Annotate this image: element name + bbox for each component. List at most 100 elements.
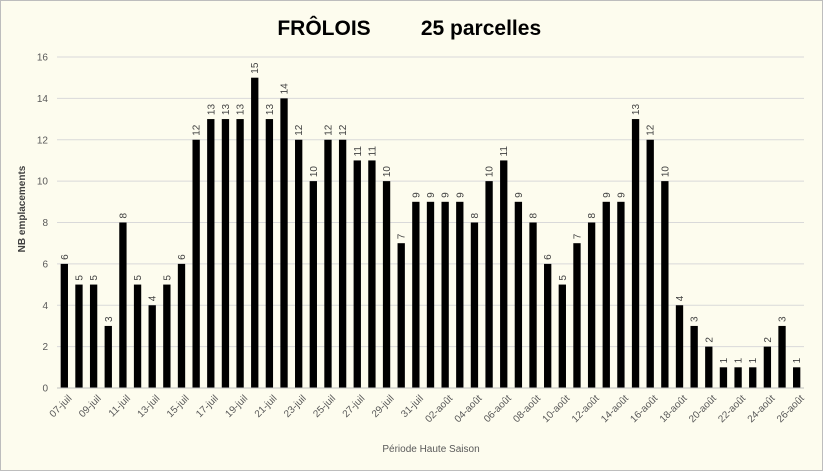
x-axis-label: Période Haute Saison xyxy=(382,444,479,455)
bar xyxy=(587,222,596,388)
data-label: 5 xyxy=(89,275,100,281)
y-tick-label: 14 xyxy=(37,94,49,105)
bar xyxy=(441,201,449,388)
data-label: 6 xyxy=(543,254,554,260)
bar xyxy=(470,222,479,388)
data-label: 9 xyxy=(441,192,452,198)
data-label: 1 xyxy=(792,357,803,363)
y-tick-label: 6 xyxy=(42,259,48,270)
bar xyxy=(119,222,127,388)
bar xyxy=(675,305,684,388)
x-tick-label: 07-juil xyxy=(48,393,75,420)
bar xyxy=(690,325,698,388)
data-label: 14 xyxy=(280,83,291,95)
x-tick-label: 24-août xyxy=(746,393,778,425)
y-tick-label: 4 xyxy=(42,301,48,312)
x-tick-label: 16-août xyxy=(629,393,661,425)
data-label: 13 xyxy=(631,104,642,116)
data-label: 9 xyxy=(426,192,437,198)
x-tick-label: 27-juil xyxy=(341,393,368,420)
bar xyxy=(280,98,288,388)
y-tick-label: 12 xyxy=(37,135,49,146)
x-tick-label: 06-août xyxy=(482,393,514,425)
bar xyxy=(60,263,68,388)
data-label: 11 xyxy=(367,146,378,157)
data-label: 1 xyxy=(734,357,745,363)
data-label: 6 xyxy=(177,254,188,260)
bar xyxy=(485,181,493,388)
bar xyxy=(558,284,566,388)
x-tick-label: 23-juil xyxy=(282,393,309,420)
bar xyxy=(500,160,508,388)
bar xyxy=(207,119,215,388)
data-label: 1 xyxy=(719,357,730,363)
data-label: 3 xyxy=(104,316,115,322)
x-tick-label: 13-juil xyxy=(136,393,163,420)
y-axis-ticks: 0 2 4 6 8 10 12 14 16 xyxy=(37,53,49,395)
chart-subtitle: 25 parcelles xyxy=(421,17,541,40)
bar xyxy=(353,160,361,388)
data-label: 9 xyxy=(455,192,466,198)
bar xyxy=(617,201,625,388)
data-label: 8 xyxy=(529,213,540,219)
bar xyxy=(89,284,98,388)
x-tick-label: 25-juil xyxy=(311,393,338,420)
data-label: 10 xyxy=(660,166,671,178)
x-tick-label: 26-août xyxy=(775,393,807,425)
bar xyxy=(397,243,405,388)
x-tick-label: 17-juil xyxy=(194,393,221,420)
bar xyxy=(573,243,581,388)
data-label: 2 xyxy=(763,337,774,343)
bar xyxy=(309,181,317,388)
y-tick-label: 0 xyxy=(42,384,48,395)
bar xyxy=(382,181,391,388)
x-tick-label: 21-juil xyxy=(253,393,280,420)
data-label: 9 xyxy=(602,192,613,198)
x-tick-label: 09-juil xyxy=(77,393,104,420)
data-label: 13 xyxy=(236,104,247,116)
data-label: 2 xyxy=(704,337,715,343)
bar xyxy=(368,160,376,388)
data-label: 10 xyxy=(309,166,320,178)
y-tick-label: 2 xyxy=(42,342,48,353)
bar xyxy=(236,119,244,388)
data-label: 8 xyxy=(470,213,481,219)
data-label: 3 xyxy=(690,316,701,322)
data-label: 12 xyxy=(323,124,334,136)
x-tick-label: 19-juil xyxy=(224,393,251,420)
x-tick-label: 02-août xyxy=(423,393,455,425)
bar xyxy=(631,119,640,388)
chart-title: FRÔLOIS xyxy=(277,16,370,40)
data-label: 10 xyxy=(382,166,393,178)
x-tick-label: 20-août xyxy=(687,393,719,425)
data-label: 12 xyxy=(646,124,657,136)
data-label: 6 xyxy=(60,254,71,260)
data-label: 13 xyxy=(265,104,276,116)
data-label: 5 xyxy=(133,275,144,281)
bar xyxy=(338,139,347,388)
data-label: 8 xyxy=(587,213,598,219)
bar xyxy=(778,325,786,388)
bar xyxy=(148,305,156,388)
bar xyxy=(412,201,420,388)
bar xyxy=(734,367,742,388)
bar xyxy=(426,201,435,388)
x-tick-label: 18-août xyxy=(658,393,690,425)
data-label: 7 xyxy=(572,233,583,239)
bar xyxy=(265,119,274,388)
bar xyxy=(514,201,523,388)
y-tick-label: 10 xyxy=(37,177,49,188)
y-tick-label: 16 xyxy=(37,53,49,64)
bar xyxy=(705,346,713,388)
x-tick-label: 08-août xyxy=(511,393,543,425)
data-label: 9 xyxy=(514,192,525,198)
bar xyxy=(456,201,464,388)
bar xyxy=(251,77,259,388)
data-label: 8 xyxy=(118,213,129,219)
bar xyxy=(544,263,552,388)
bar xyxy=(221,119,230,388)
bar xyxy=(749,367,757,388)
bar xyxy=(793,367,801,388)
